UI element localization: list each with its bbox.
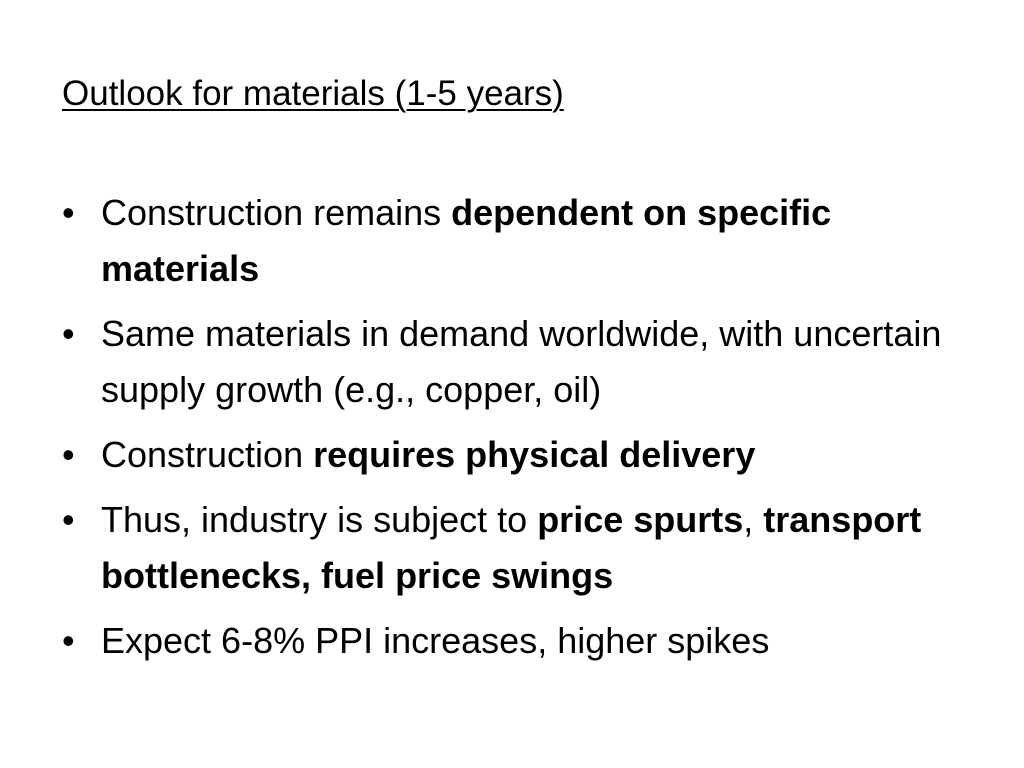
text-run: Construction remains [101,192,452,233]
bullet-item: Same materials in demand worldwide, with… [62,306,969,418]
bold-text: dependent on specific materials [101,192,832,289]
bullet-item: Expect 6-8% PPI increases, higher spikes [62,613,969,669]
bullet-item: Construction requires physical delivery [62,427,969,483]
text-run: Construction [101,434,314,475]
text-run: , [743,499,764,540]
text-run: Thus, industry is subject to [101,499,538,540]
bold-text: transport bottlenecks, fuel price swings [101,499,922,596]
text-run: Expect 6-8% PPI increases, higher spikes [101,620,770,661]
bullet-item: Construction remains dependent on specif… [62,185,969,297]
bullet-item: Thus, industry is subject to price spurt… [62,492,969,604]
text-run: Same materials in demand worldwide, with… [101,313,942,410]
bullet-list: Construction remains dependent on specif… [62,185,969,678]
slide-title: Outlook for materials (1-5 years) [62,74,564,113]
bold-text: requires physical delivery [313,434,756,475]
bold-text: price spurts [537,499,744,540]
